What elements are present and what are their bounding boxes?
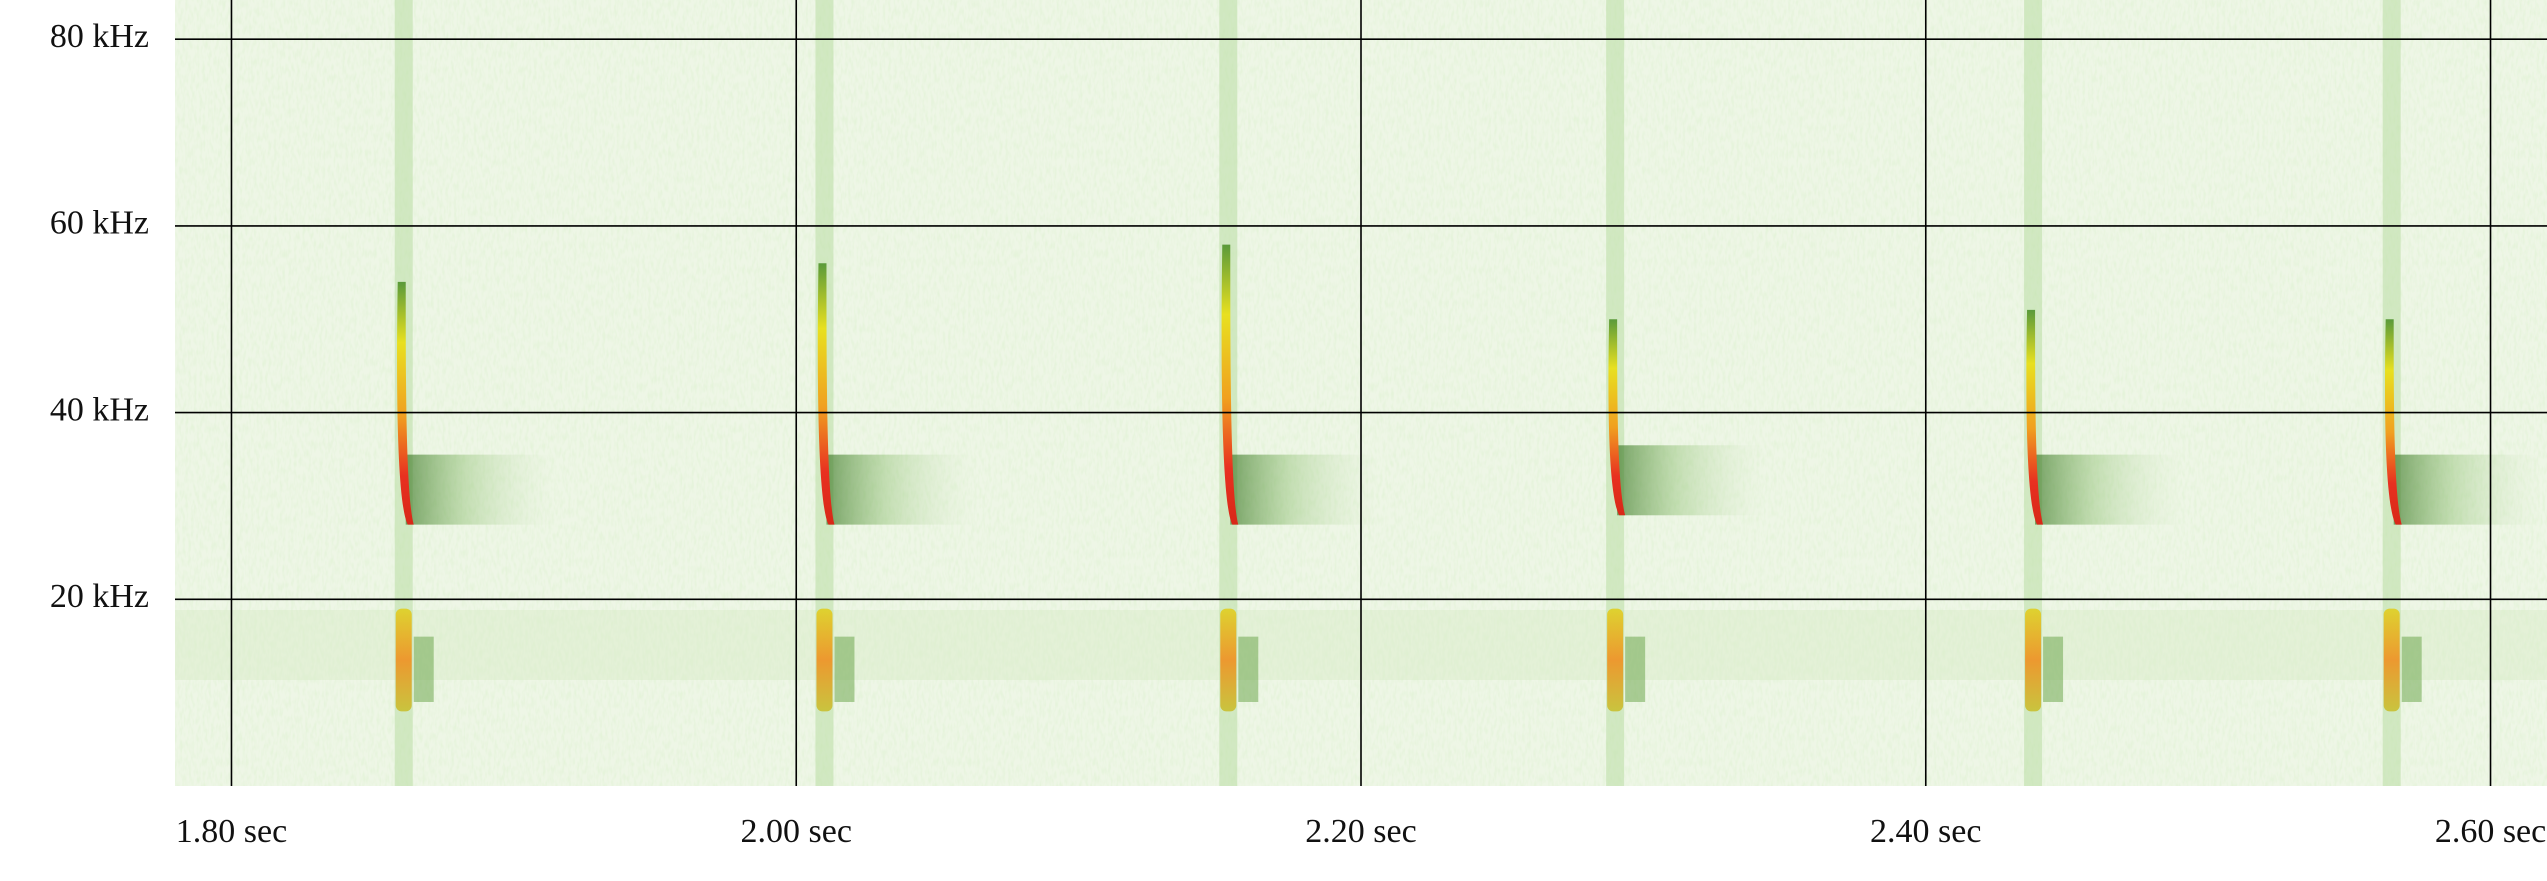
echo-energy bbox=[1617, 445, 1768, 516]
low-band-energy bbox=[816, 608, 833, 712]
y-tick-label: 80 kHz bbox=[50, 18, 149, 55]
low-band-energy bbox=[2025, 608, 2042, 712]
low-band-echo bbox=[2401, 636, 2422, 702]
echo-energy bbox=[826, 454, 977, 525]
x-tick-label: 2.40 sec bbox=[1870, 813, 1981, 850]
low-band-echo bbox=[413, 636, 434, 702]
low-band-energy bbox=[1607, 608, 1624, 712]
echo-energy bbox=[405, 454, 556, 525]
grid bbox=[175, 0, 2547, 786]
echo-energy bbox=[2393, 454, 2544, 525]
echo-energy bbox=[2035, 454, 2186, 525]
x-tick-label: 2.20 sec bbox=[1305, 813, 1416, 850]
y-tick-label: 40 kHz bbox=[50, 391, 149, 428]
call-sweep bbox=[2384, 319, 2402, 525]
marks bbox=[394, 0, 2544, 786]
x-tick-label: 2.00 sec bbox=[741, 813, 852, 850]
x-tick-label: 1.80 sec bbox=[176, 813, 287, 850]
low-band-echo bbox=[2043, 636, 2064, 702]
x-tick-label: 2.60 sec bbox=[2435, 813, 2546, 850]
call-sweep bbox=[397, 281, 414, 525]
call-sweep bbox=[2026, 309, 2044, 525]
low-band-echo bbox=[834, 636, 855, 702]
low-band-energy bbox=[1220, 608, 1237, 712]
y-tick-label: 60 kHz bbox=[50, 205, 149, 242]
low-band-energy bbox=[2383, 608, 2400, 712]
call-sweep bbox=[817, 263, 835, 525]
call-sweep bbox=[1608, 319, 1626, 516]
labels: 20 kHz 40 kHz 60 kHz 80 kHz 1.80 sec 2.00 sec… bbox=[50, 18, 2546, 850]
low-band-echo bbox=[1625, 636, 1646, 702]
y-tick-label: 20 kHz bbox=[50, 578, 149, 615]
low-band-echo bbox=[1238, 636, 1259, 702]
low-band-energy bbox=[395, 608, 412, 712]
echo-energy bbox=[1230, 454, 1381, 525]
call-sweep bbox=[1221, 244, 1239, 525]
